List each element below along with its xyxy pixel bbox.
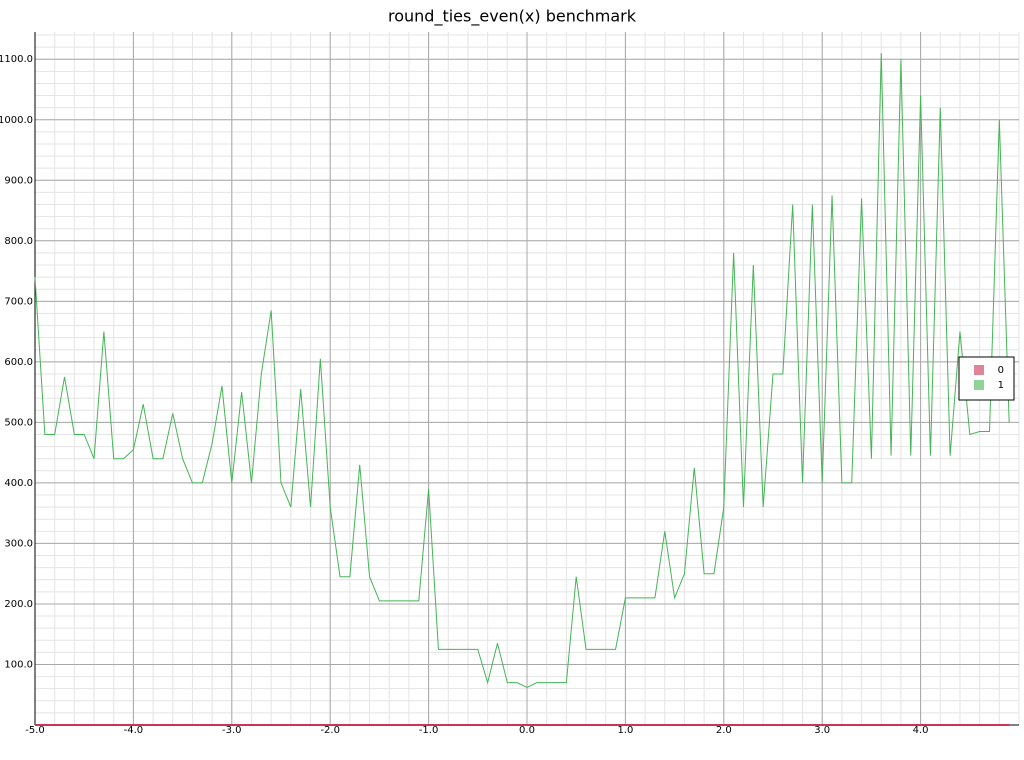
y-tick-label: 900.0: [4, 175, 33, 186]
y-tick-label: 1100.0: [0, 54, 33, 65]
y-tick-label: 600.0: [4, 357, 33, 368]
y-tick-label: 1000.0: [0, 115, 33, 126]
legend-swatch: [974, 380, 984, 390]
legend-swatch: [974, 365, 984, 375]
x-tick-label: -5.0: [25, 725, 45, 736]
series-line: [34, 53, 1010, 689]
x-tick-label: -1.0: [419, 725, 439, 736]
y-tick-label: 700.0: [4, 296, 33, 307]
legend-label: 1: [998, 380, 1004, 391]
x-tick-label: 3.0: [814, 725, 830, 736]
legend-box: [958, 356, 1015, 401]
x-tick-label: 1.0: [617, 725, 633, 736]
y-tick-label: 400.0: [4, 478, 33, 489]
x-tick-label: -2.0: [320, 725, 340, 736]
x-tick-label: 0.0: [519, 725, 535, 736]
x-tick-label: 4.0: [913, 725, 929, 736]
legend-label: 0: [998, 365, 1004, 376]
y-tick-label: 500.0: [4, 417, 33, 428]
y-tick-label: 200.0: [4, 599, 33, 610]
y-tick-label: 300.0: [4, 538, 33, 549]
y-tick-label: 100.0: [4, 659, 33, 670]
x-tick-label: -4.0: [124, 725, 144, 736]
x-tick-label: 2.0: [716, 725, 732, 736]
y-tick-label: 800.0: [4, 236, 33, 247]
chart-title: round_ties_even(x) benchmark: [388, 7, 637, 27]
x-tick-label: -3.0: [222, 725, 242, 736]
